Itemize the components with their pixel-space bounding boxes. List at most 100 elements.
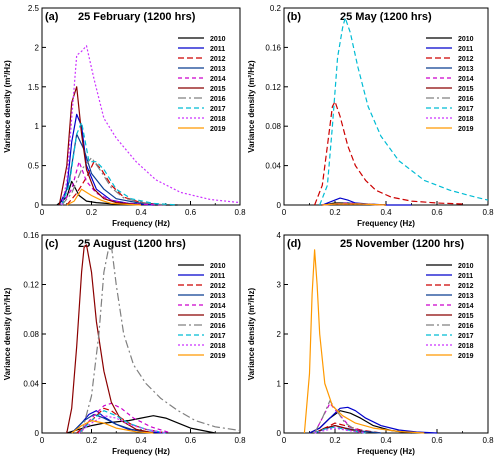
y-tick-label: 2 bbox=[277, 330, 282, 339]
x-tick-label: 0.8 bbox=[482, 436, 494, 445]
legend-label-2015: 2015 bbox=[210, 86, 226, 93]
y-tick-label: 2.5 bbox=[28, 4, 40, 13]
legend-label-2012: 2012 bbox=[210, 283, 226, 290]
series-line-2012 bbox=[66, 161, 166, 206]
y-axis-label: Variance density (m²/Hz) bbox=[247, 60, 256, 153]
legend-label-2016: 2016 bbox=[458, 96, 474, 103]
panel-title: 25 February (1200 hrs) bbox=[78, 11, 196, 23]
x-tick-label: 0 bbox=[282, 208, 287, 217]
y-tick-label: 1 bbox=[35, 122, 40, 131]
legend-label-2012: 2012 bbox=[210, 56, 226, 63]
series-line-2017 bbox=[319, 17, 489, 206]
y-tick-label: 0.12 bbox=[265, 83, 281, 92]
legend-label-2013: 2013 bbox=[210, 66, 226, 73]
x-tick-label: 0.4 bbox=[135, 436, 147, 445]
legend-label-2018: 2018 bbox=[458, 116, 474, 123]
series-line-2014 bbox=[61, 161, 166, 206]
y-tick-label: 0.04 bbox=[265, 162, 281, 171]
legend-label-2013: 2013 bbox=[210, 293, 226, 300]
x-axis-label: Frequency (Hz) bbox=[357, 219, 415, 228]
series-line-2015 bbox=[314, 425, 366, 434]
series-line-2013 bbox=[71, 413, 154, 434]
y-tick-label: 0 bbox=[277, 429, 282, 438]
x-tick-label: 0.2 bbox=[329, 436, 341, 445]
y-tick-label: 0.08 bbox=[23, 330, 39, 339]
legend-label-2015: 2015 bbox=[210, 313, 226, 320]
legend-label-2010: 2010 bbox=[210, 263, 226, 270]
y-axis-label: Variance density (m²/Hz) bbox=[3, 60, 12, 153]
chart-panel-2: 0 0.2 0.4 0.6 0.8 0 0.04 0.08 0.12 0.16 0.2 Frequen… bbox=[247, 4, 494, 228]
legend-label-2014: 2014 bbox=[210, 303, 226, 310]
series-line-2015 bbox=[66, 244, 154, 434]
x-tick-label: 0.2 bbox=[86, 436, 98, 445]
legend-label-2014: 2014 bbox=[458, 303, 474, 310]
x-tick-label: 0.6 bbox=[431, 436, 443, 445]
series-line-2016 bbox=[61, 157, 166, 206]
y-tick-label: 0 bbox=[35, 429, 40, 438]
legend-label-2015: 2015 bbox=[458, 313, 474, 320]
y-tick-label: 0 bbox=[277, 201, 282, 210]
x-axis-label: Frequency (Hz) bbox=[112, 447, 170, 456]
series-line-2018 bbox=[314, 427, 366, 434]
legend-label-2019: 2019 bbox=[458, 353, 474, 360]
legend-label-2016: 2016 bbox=[210, 323, 226, 330]
series-line-2014 bbox=[78, 402, 171, 434]
series-line-2019 bbox=[303, 249, 425, 434]
panel-label: (b) bbox=[287, 11, 301, 23]
y-tick-label: 3 bbox=[277, 281, 282, 290]
x-tick-label: 0.4 bbox=[380, 436, 392, 445]
series-line-2011 bbox=[309, 406, 438, 434]
legend-label-2011: 2011 bbox=[210, 46, 225, 53]
series-line-2013 bbox=[61, 133, 166, 206]
panel-title: 25 May (1200 hrs) bbox=[340, 11, 432, 23]
y-tick-label: 0.2 bbox=[270, 4, 282, 13]
series-line-2015 bbox=[58, 86, 142, 206]
legend-label-2016: 2016 bbox=[210, 96, 226, 103]
x-tick-label: 0.6 bbox=[185, 436, 197, 445]
series-line-2017 bbox=[314, 426, 366, 434]
x-axis-label: Frequency (Hz) bbox=[112, 219, 170, 228]
legend-label-2013: 2013 bbox=[458, 66, 474, 73]
series-line-2019 bbox=[322, 203, 387, 206]
x-tick-label: 0 bbox=[40, 436, 45, 445]
legend-label-2017: 2017 bbox=[458, 333, 474, 340]
legend-label-2010: 2010 bbox=[458, 263, 474, 270]
x-tick-label: 0.8 bbox=[234, 436, 246, 445]
y-tick-label: 0.16 bbox=[23, 231, 39, 240]
legend-label-2011: 2011 bbox=[210, 273, 225, 280]
legend-label-2018: 2018 bbox=[210, 343, 226, 350]
legend-label-2014: 2014 bbox=[458, 76, 474, 83]
y-axis-label: Variance density (m²/Hz) bbox=[247, 287, 256, 380]
y-tick-label: 1.5 bbox=[28, 83, 40, 92]
legend-label-2010: 2010 bbox=[210, 36, 226, 43]
y-tick-label: 0.12 bbox=[23, 281, 39, 290]
legend-label-2019: 2019 bbox=[210, 353, 226, 360]
y-tick-label: 0.08 bbox=[265, 122, 281, 131]
legend-label-2018: 2018 bbox=[210, 116, 226, 123]
panel-label: (c) bbox=[45, 238, 59, 250]
y-tick-label: 4 bbox=[277, 231, 282, 240]
legend-label-2017: 2017 bbox=[210, 333, 226, 340]
panel-label: (d) bbox=[287, 238, 301, 250]
legend-label-2015: 2015 bbox=[458, 86, 474, 93]
legend-label-2013: 2013 bbox=[458, 293, 474, 300]
legend-label-2017: 2017 bbox=[210, 106, 226, 113]
legend-label-2010: 2010 bbox=[458, 36, 474, 43]
panel-title: 25 August (1200 hrs) bbox=[78, 238, 186, 250]
x-tick-label: 0.8 bbox=[482, 208, 494, 217]
legend-label-2012: 2012 bbox=[458, 283, 474, 290]
legend-label-2018: 2018 bbox=[458, 343, 474, 350]
chart-panel-3: 0 0.2 0.4 0.6 0.8 0 0.04 0.08 0.12 0.16 Frequency … bbox=[3, 231, 246, 456]
series-line-2019 bbox=[66, 188, 142, 206]
x-tick-label: 0.6 bbox=[185, 208, 197, 217]
x-tick-label: 0.6 bbox=[431, 208, 443, 217]
legend-label-2019: 2019 bbox=[458, 126, 474, 133]
y-tick-label: 2 bbox=[35, 43, 40, 52]
panel-title: 25 November (1200 hrs) bbox=[340, 238, 464, 250]
legend-label-2019: 2019 bbox=[210, 126, 226, 133]
x-tick-label: 0.2 bbox=[86, 208, 98, 217]
legend-label-2017: 2017 bbox=[458, 106, 474, 113]
legend-label-2011: 2011 bbox=[458, 46, 473, 53]
chart-panel-1: 0 0.2 0.4 0.6 0.8 0 0.5 1 1.5 2 2.5 Frequency (Hz) V… bbox=[3, 4, 246, 228]
